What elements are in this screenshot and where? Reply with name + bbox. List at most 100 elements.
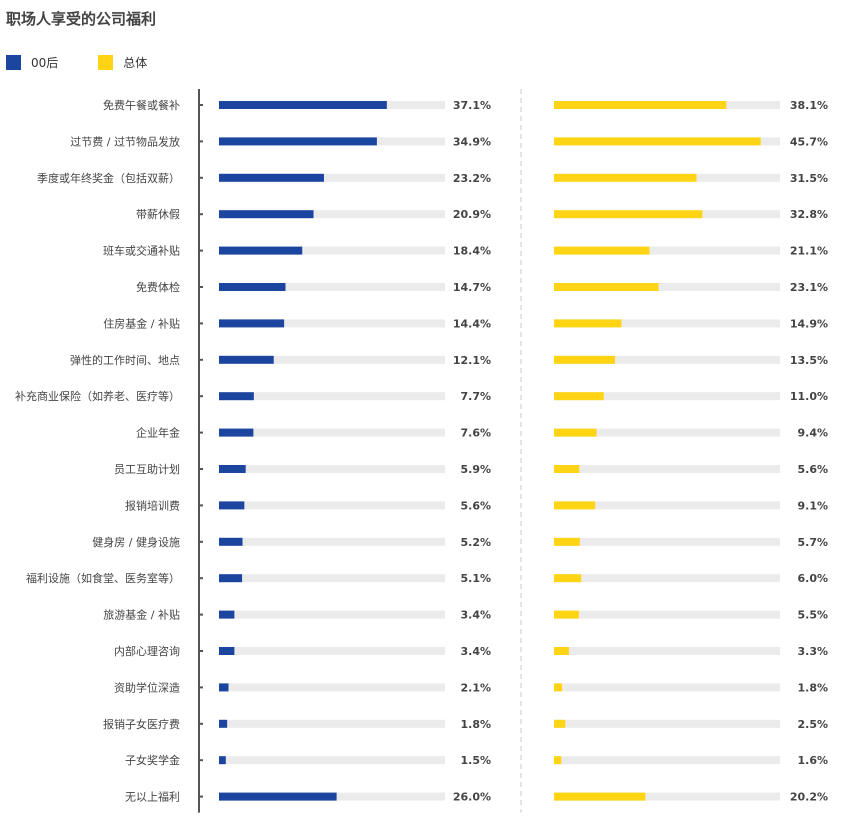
- value-label-00hou: 23.2%: [453, 172, 491, 185]
- value-label-00hou: 12.1%: [453, 354, 491, 367]
- bar-track: [554, 392, 780, 401]
- value-label-overall: 5.6%: [797, 463, 828, 476]
- category-label: 免费体检: [136, 280, 180, 294]
- category-label: 季度或年终奖金（包括双薪）: [37, 171, 180, 185]
- value-label-overall: 3.3%: [797, 645, 828, 658]
- bar-track: [554, 719, 780, 728]
- bar-00hou: [219, 246, 303, 255]
- value-label-00hou: 1.5%: [460, 754, 491, 767]
- value-label-overall: 9.4%: [797, 427, 828, 440]
- bar-overall: [554, 428, 597, 437]
- bar-track: [219, 283, 445, 291]
- bar-00hou: [219, 173, 324, 182]
- value-label-overall: 31.5%: [790, 172, 828, 185]
- category-label: 免费午餐或餐补: [103, 98, 180, 112]
- value-label-overall: 20.2%: [790, 791, 828, 804]
- value-label-00hou: 1.8%: [460, 718, 491, 731]
- bar-track: [219, 210, 445, 219]
- bar-track: [219, 173, 445, 182]
- bar-00hou: [219, 719, 228, 728]
- bar-overall: [554, 173, 697, 182]
- bar-overall: [554, 319, 622, 328]
- bar-track: [219, 647, 445, 655]
- bar-overall: [554, 392, 604, 401]
- bar-00hou: [219, 137, 377, 146]
- category-label: 报销培训费: [125, 498, 180, 512]
- value-label-00hou: 5.9%: [460, 463, 491, 476]
- bar-00hou: [219, 537, 243, 546]
- bar-track: [219, 719, 445, 728]
- bar-track: [554, 683, 780, 692]
- legend: 00后 总体: [6, 52, 187, 72]
- bar-overall: [554, 719, 566, 728]
- category-label: 补充商业保险（如养老、医疗等）: [15, 389, 180, 403]
- bar-overall: [554, 465, 580, 473]
- category-label: 员工互助计划: [114, 462, 180, 476]
- value-label-00hou: 18.4%: [453, 245, 491, 258]
- value-label-00hou: 26.0%: [453, 791, 491, 804]
- value-label-00hou: 14.7%: [453, 281, 491, 294]
- bar-overall: [554, 537, 580, 546]
- bar-00hou: [219, 647, 235, 655]
- value-label-00hou: 7.7%: [460, 390, 491, 403]
- category-label: 健身房 / 健身设施: [92, 535, 180, 549]
- category-label: 带薪休假: [136, 207, 180, 221]
- bar-track: [554, 465, 780, 473]
- bar-00hou: [219, 501, 245, 510]
- bar-00hou: [219, 355, 274, 364]
- bar-track: [554, 246, 780, 255]
- bar-track: [554, 574, 780, 583]
- bar-track: [554, 319, 780, 328]
- value-label-overall: 1.6%: [797, 754, 828, 767]
- legend-label-00hou: 00后: [31, 55, 59, 70]
- value-label-overall: 11.0%: [790, 390, 828, 403]
- bar-00hou: [219, 392, 254, 401]
- bar-track: [554, 756, 780, 765]
- bar-00hou: [219, 792, 337, 801]
- value-label-overall: 5.7%: [797, 536, 828, 549]
- category-label: 过节费 / 过节物品发放: [70, 134, 180, 148]
- value-label-overall: 2.5%: [797, 718, 828, 731]
- bar-track: [219, 537, 445, 546]
- value-label-00hou: 2.1%: [460, 681, 491, 694]
- bar-track: [219, 246, 445, 255]
- bar-track: [554, 428, 780, 437]
- bar-track: [554, 501, 780, 510]
- bar-track: [219, 756, 445, 765]
- bar-00hou: [219, 683, 229, 692]
- bar-track: [219, 319, 445, 328]
- bar-overall: [554, 355, 616, 364]
- bar-00hou: [219, 319, 285, 328]
- bar-track: [219, 392, 445, 401]
- bar-track: [219, 465, 445, 473]
- bar-track: [219, 683, 445, 692]
- bar-track: [554, 537, 780, 546]
- value-label-00hou: 37.1%: [453, 99, 491, 112]
- bar-track: [554, 610, 780, 619]
- bar-00hou: [219, 574, 243, 583]
- value-label-overall: 5.5%: [797, 609, 828, 622]
- bar-00hou: [219, 756, 226, 765]
- value-label-overall: 1.8%: [797, 681, 828, 694]
- chart-title: 职场人享受的公司福利: [6, 10, 157, 28]
- bar-overall: [554, 792, 646, 801]
- legend-swatch-overall: [98, 54, 114, 70]
- bar-track: [219, 355, 445, 364]
- value-label-overall: 32.8%: [790, 208, 828, 221]
- value-label-overall: 45.7%: [790, 135, 828, 148]
- bar-overall: [554, 756, 562, 765]
- bar-00hou: [219, 210, 314, 219]
- bar-track: [219, 501, 445, 510]
- value-label-00hou: 5.1%: [460, 572, 491, 585]
- value-label-00hou: 7.6%: [460, 427, 491, 440]
- bar-00hou: [219, 610, 235, 619]
- value-label-overall: 13.5%: [790, 354, 828, 367]
- category-label: 报销子女医疗费: [103, 717, 180, 731]
- category-label: 班车或交通补贴: [103, 244, 180, 258]
- bar-00hou: [219, 428, 254, 437]
- bar-track: [219, 428, 445, 437]
- legend-item-overall: 总体: [98, 54, 147, 71]
- category-label: 企业年金: [136, 426, 180, 440]
- value-label-00hou: 34.9%: [453, 135, 491, 148]
